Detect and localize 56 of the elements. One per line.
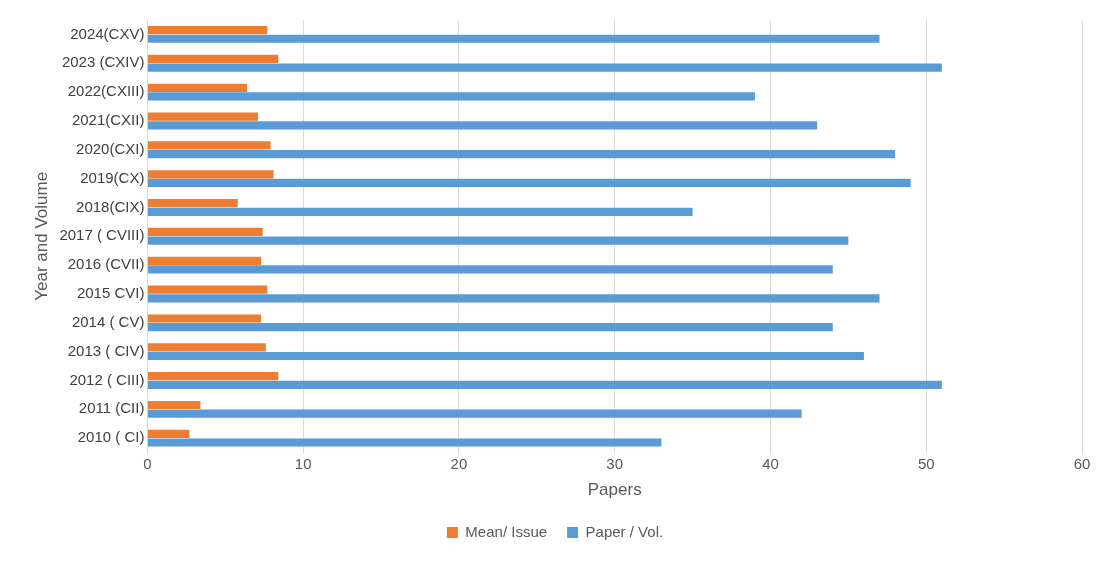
y-tick-label: 2024(CXV) <box>70 24 145 42</box>
bar <box>147 400 201 410</box>
x-tick-label: 60 <box>1073 454 1091 472</box>
bar <box>147 121 818 130</box>
bar <box>147 227 263 237</box>
bar <box>147 429 190 438</box>
bar <box>147 25 268 35</box>
y-tick-label: 2014 ( CV) <box>71 312 145 330</box>
bar <box>147 294 880 303</box>
y-axis-title: Year and Volume <box>31 171 51 301</box>
bar <box>147 438 662 447</box>
y-tick-label: 2022(CXIII) <box>67 82 145 100</box>
bar <box>147 409 802 418</box>
y-tick-label: 2012 ( CIII) <box>69 370 145 388</box>
bar <box>147 323 833 332</box>
x-tick-label: 0 <box>143 454 152 472</box>
bar <box>147 150 896 159</box>
legend-label: Mean/ Issue <box>465 522 548 540</box>
bar <box>147 380 942 389</box>
bar <box>147 34 880 43</box>
y-tick-label: 2021(CXII) <box>71 111 145 129</box>
y-tick-label: 2023 (CXIV) <box>61 53 145 71</box>
x-tick-label: 40 <box>762 454 779 472</box>
bar <box>147 199 238 208</box>
y-tick-label: 2017 ( CVIII) <box>59 226 145 244</box>
y-tick-label: 2010 ( CI) <box>77 428 145 446</box>
y-tick-label: 2016 (CVII) <box>67 255 145 273</box>
bar <box>147 265 833 274</box>
x-axis-title: Papers <box>587 480 642 500</box>
bar <box>147 343 266 352</box>
bar <box>147 314 262 323</box>
bar <box>147 141 271 150</box>
bar <box>147 92 755 101</box>
x-tick-label: 10 <box>294 454 312 472</box>
y-tick-label: 2020(CXI) <box>76 139 145 157</box>
bar <box>147 351 864 361</box>
bar <box>147 207 693 216</box>
x-tick-label: 50 <box>917 454 935 472</box>
y-tick-label: 2013 ( CIV) <box>67 341 145 359</box>
bar <box>147 170 274 179</box>
bar <box>147 63 942 72</box>
legend-label: Paper / Vol. <box>585 522 664 540</box>
bar <box>147 236 849 245</box>
bar <box>147 54 279 64</box>
bar <box>147 256 262 265</box>
y-tick-label: 2011 (CII) <box>78 399 145 417</box>
y-tick-label: 2015 CVI) <box>76 284 145 302</box>
bar <box>147 112 259 121</box>
x-tick-label: 20 <box>450 454 468 472</box>
y-tick-label: 2018(CIX) <box>76 197 145 215</box>
y-tick-label: 2019(CX) <box>80 168 145 186</box>
bar <box>147 285 268 294</box>
bar <box>147 372 279 381</box>
bar <box>147 83 248 92</box>
bar <box>147 178 911 188</box>
x-tick-label: 30 <box>606 454 624 472</box>
